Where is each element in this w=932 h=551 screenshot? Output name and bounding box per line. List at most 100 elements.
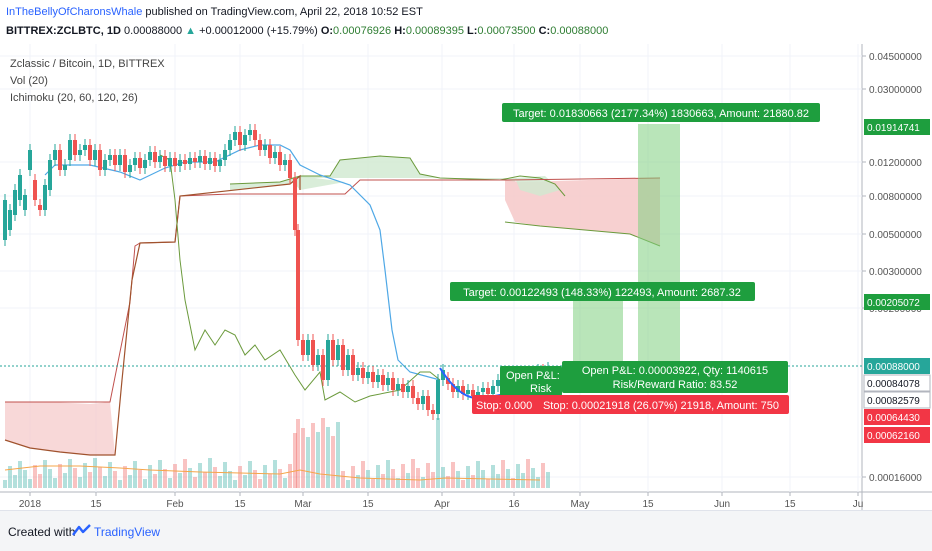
candle-body (133, 158, 137, 165)
volume-bar (426, 463, 430, 488)
volume-bar (193, 477, 197, 488)
stop-label-small[interactable]: Stop: 0.000 (472, 395, 538, 414)
volume-bar (38, 474, 42, 488)
volume-bar (8, 466, 12, 488)
volume-bar (521, 473, 525, 488)
price-chart[interactable]: Target: 0.01830663 (2177.34%) 1830663, A… (0, 0, 932, 510)
candle-body (63, 165, 67, 170)
candle-body (98, 150, 102, 170)
candle-body (203, 156, 207, 164)
candle-body (431, 410, 435, 414)
ichimoku-legend[interactable]: Ichimoku (20, 60, 120, 26) (10, 92, 138, 104)
candle-body (143, 160, 147, 168)
candle-body (198, 156, 202, 162)
price-axis-labels: 0.01914741 0.00205072 0.00088000 0.00084078… (863, 119, 931, 443)
price-tick-label: 0.03000000 (869, 85, 922, 96)
price-axis-tag: 0.01914741 (864, 119, 930, 135)
volume-bar (108, 462, 112, 488)
publish-info: published on TradingView.com, April 22, … (142, 6, 423, 18)
volume-bar (456, 471, 460, 488)
volume-bar (28, 479, 32, 488)
candle-body (218, 160, 222, 166)
long-position-high-profit-zone[interactable] (638, 124, 680, 366)
volume-bar (361, 461, 365, 488)
volume-bar (213, 467, 217, 488)
open-pl-label[interactable]: Open P&L: 0.00003922, Qty: 1140615 Risk/… (562, 361, 788, 393)
target-label-high[interactable]: Target: 0.01830663 (2177.34%) 1830663, A… (502, 103, 820, 122)
grid-lines (0, 44, 862, 492)
tradingview-brand[interactable]: TradingView (94, 525, 161, 539)
volume-bar (208, 458, 212, 488)
kumo-cloud-green-mid (290, 176, 345, 190)
candle-body (248, 130, 252, 135)
volume-bar (288, 464, 292, 488)
svg-text:0.00064430: 0.00064430 (867, 413, 920, 424)
time-tick-label: 2018 (19, 499, 42, 510)
price-tick-label: 0.00500000 (869, 230, 922, 241)
last-price: 0.00088000 (123, 25, 183, 37)
candle-body (153, 152, 157, 162)
candle-body (278, 152, 282, 165)
candle-body (268, 145, 272, 158)
candle-body (28, 150, 32, 170)
svg-text:Target: 0.01830663 (2177.34%): Target: 0.01830663 (2177.34%) 1830663, A… (513, 108, 809, 120)
volume-bar (366, 470, 370, 488)
candle-body (178, 160, 182, 166)
volume-bar (258, 479, 262, 488)
candle-body (391, 378, 395, 390)
volume-bar (371, 479, 375, 488)
long-position-low-profit-zone[interactable] (573, 295, 623, 366)
volume-bar (133, 461, 137, 488)
candle-body (421, 396, 425, 404)
volume-bar (243, 475, 247, 488)
candle-body (83, 145, 87, 150)
volume-bar (496, 474, 500, 488)
candle-body (436, 380, 440, 414)
candle-body (356, 368, 360, 375)
volume-bar (471, 475, 475, 488)
candle-body (486, 388, 490, 394)
target-label-low[interactable]: Target: 0.00122493 (148.33%) 122493, Amo… (450, 282, 755, 301)
volume-bar (278, 469, 282, 488)
candle-body (273, 152, 277, 158)
kumo-cloud-red-right (505, 178, 660, 246)
stop-label[interactable]: Stop: 0.00021918 (26.07%) 21918, Amount:… (534, 395, 789, 414)
candle-body (223, 150, 227, 160)
volume-bar (68, 459, 72, 488)
volume-bar (198, 463, 202, 488)
author-link[interactable]: InTheBellyOfCharonsWhale (6, 6, 143, 18)
volume-bar (78, 477, 82, 488)
ohlc-line: BITTREX:ZCLBTC, 1D 0.00088000 ▲ +0.00012… (6, 25, 609, 37)
volume-bar (218, 476, 222, 488)
candle-body (316, 355, 320, 365)
candle-body (213, 158, 217, 166)
time-tick-label: 15 (642, 499, 654, 510)
candle-body (311, 340, 315, 365)
volume-bar (341, 471, 345, 488)
volume-bar (173, 464, 177, 488)
candle-body (253, 130, 257, 140)
candle-body (336, 345, 340, 360)
volume-bar (536, 477, 540, 488)
volume-bar (396, 478, 400, 488)
candle-body (406, 386, 410, 392)
svg-text:Risk: Risk (530, 383, 552, 395)
volume-bar (23, 470, 27, 488)
price-tick-label: 0.04500000 (869, 52, 922, 63)
candle-body (93, 150, 97, 160)
time-axis[interactable]: 2018 15 Feb 15 Mar 15 Apr 16 May 15 Jun 15 Ju (19, 492, 863, 510)
candle-body (381, 375, 385, 385)
svg-text:0.00084078: 0.00084078 (867, 379, 920, 390)
volume-bar (416, 468, 420, 488)
time-tick-label: Mar (294, 499, 312, 510)
volume-bar (148, 465, 152, 488)
volume-bar (13, 475, 17, 488)
volume-bar (118, 480, 122, 488)
vol-legend[interactable]: Vol (20) (10, 75, 48, 87)
open-pl-label-small[interactable]: Open P&L: Risk (500, 366, 562, 396)
candle-body (306, 340, 310, 355)
volume-bar (401, 464, 405, 488)
volume-bar (411, 459, 415, 488)
volume-bar (526, 459, 530, 488)
time-tick-label: Apr (434, 499, 450, 510)
